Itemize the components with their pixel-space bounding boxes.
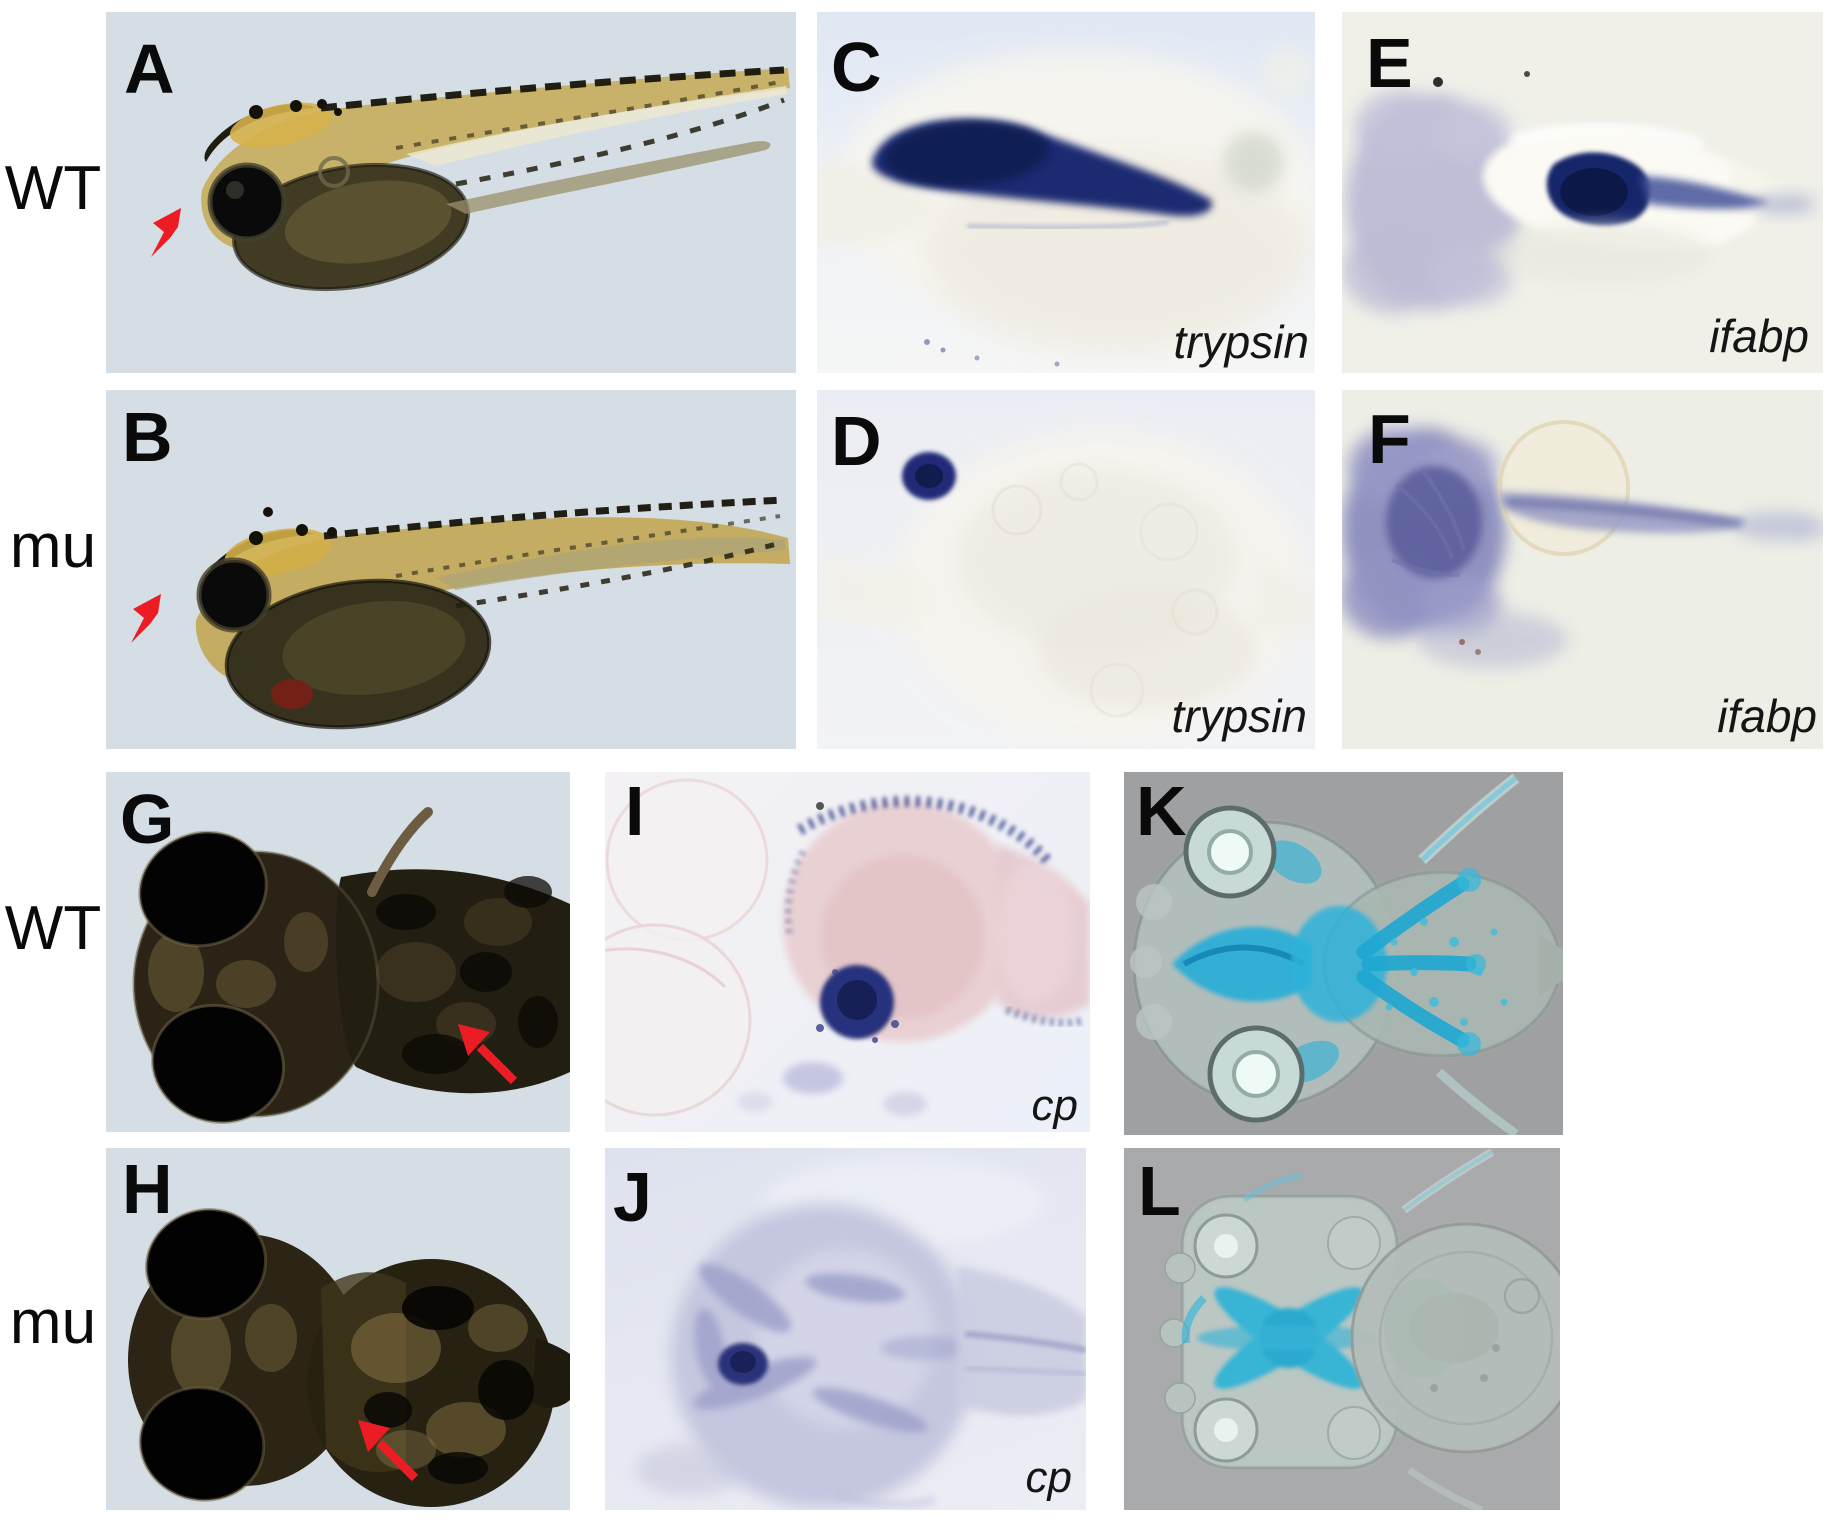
panel-j-micrograph bbox=[635, 1158, 1086, 1509]
panel-i-gene-label: cp bbox=[1031, 1081, 1078, 1130]
panel-j-gene-label: cp bbox=[1025, 1453, 1072, 1502]
panel-l: L bbox=[1124, 1148, 1560, 1510]
panel-b-micrograph bbox=[131, 496, 791, 730]
panel-g-micrograph bbox=[132, 807, 570, 1124]
panel-b-letter: B bbox=[122, 398, 173, 476]
panel-h-micrograph bbox=[128, 1208, 570, 1507]
panel-c-letter: C bbox=[831, 28, 882, 106]
panel-j: J cp bbox=[605, 1148, 1086, 1510]
row-label-mu-2: mu bbox=[9, 1288, 97, 1357]
panel-c-micrograph bbox=[817, 46, 1315, 367]
panel-c-gene-label: trypsin bbox=[1173, 316, 1309, 368]
panel-f-gene-label: ifabp bbox=[1717, 690, 1817, 742]
panel-e-micrograph bbox=[1342, 71, 1816, 314]
panel-e-gene-label: ifabp bbox=[1709, 310, 1809, 362]
panel-f-micrograph bbox=[1342, 420, 1823, 668]
row-label-wt-1: WT bbox=[4, 154, 102, 223]
panel-k-micrograph bbox=[1130, 773, 1563, 1135]
panel-a-micrograph bbox=[151, 66, 790, 292]
panel-f-letter: F bbox=[1368, 400, 1411, 478]
red-arrowhead-icon bbox=[151, 208, 181, 257]
panel-d-letter: D bbox=[831, 402, 882, 480]
panel-e: E ifabp bbox=[1342, 12, 1823, 373]
panel-k-letter: K bbox=[1136, 772, 1187, 850]
panel-j-letter: J bbox=[613, 1158, 652, 1236]
panel-h-letter: H bbox=[122, 1150, 173, 1228]
panel-b: B bbox=[106, 390, 796, 749]
panel-i-micrograph bbox=[605, 778, 1090, 1117]
panel-g: G bbox=[106, 772, 570, 1132]
panel-c: C trypsin bbox=[817, 12, 1315, 373]
red-arrowhead-icon bbox=[131, 594, 161, 643]
panel-i: I cp bbox=[605, 772, 1090, 1132]
red-arrow-icon bbox=[458, 1024, 518, 1085]
panel-e-letter: E bbox=[1366, 24, 1413, 102]
row-label-mu-1: mu bbox=[9, 512, 97, 581]
panel-d: D trypsin bbox=[817, 390, 1315, 749]
panel-k: K bbox=[1124, 772, 1563, 1135]
panel-g-letter: G bbox=[120, 780, 175, 858]
panel-a-letter: A bbox=[124, 30, 175, 108]
panel-l-letter: L bbox=[1138, 1152, 1181, 1230]
panel-i-letter: I bbox=[625, 772, 645, 850]
panel-d-micrograph bbox=[817, 430, 1315, 740]
row-label-wt-2: WT bbox=[4, 894, 102, 963]
panel-d-gene-label: trypsin bbox=[1171, 690, 1307, 742]
panel-l-micrograph bbox=[1159, 1148, 1560, 1510]
panel-h: H bbox=[106, 1148, 570, 1510]
panel-a: A bbox=[106, 12, 796, 373]
panel-f: F ifabp bbox=[1342, 390, 1823, 749]
red-arrow-icon bbox=[358, 1420, 419, 1482]
